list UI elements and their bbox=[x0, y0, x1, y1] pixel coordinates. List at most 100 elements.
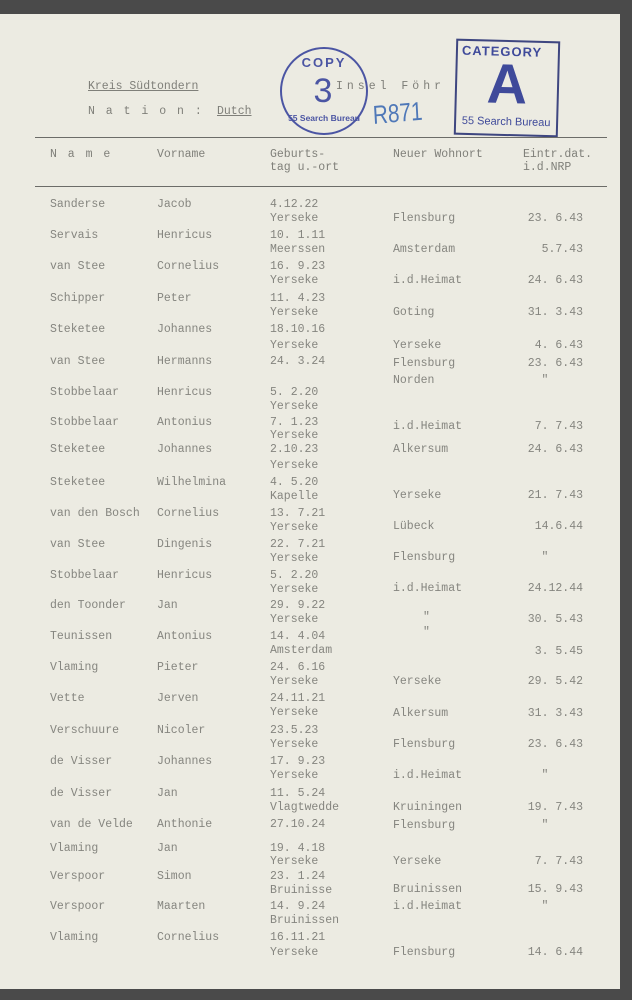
row-birth-place: Yerseke bbox=[270, 339, 319, 352]
row-new-residence: Alkersum bbox=[393, 707, 449, 720]
document-page bbox=[0, 14, 620, 989]
row-birth-date: 14. 9.24 bbox=[270, 900, 326, 913]
row-name: Verspoor bbox=[50, 870, 106, 883]
row-vorname: Pieter bbox=[157, 661, 199, 674]
row-vorname: Nicoler bbox=[157, 724, 206, 737]
row-entry-date: 14. 6.44 bbox=[527, 946, 583, 959]
row-vorname: Maarten bbox=[157, 900, 206, 913]
row-new-residence: " bbox=[423, 626, 430, 639]
col-eintr-2: i.d.NRP bbox=[523, 161, 572, 174]
row-new-residence: Kruiningen bbox=[393, 801, 463, 814]
row-new-residence: Goting bbox=[393, 306, 435, 319]
row-vorname: Dingenis bbox=[157, 538, 213, 551]
row-birth-place: Yerseke bbox=[270, 400, 319, 413]
row-birth-date: 2.10.23 bbox=[270, 443, 319, 456]
category-stamp: CATEGORY A 55 Search Bureau bbox=[453, 38, 561, 138]
row-name: Vlaming bbox=[50, 931, 99, 944]
row-entry-date: " bbox=[541, 769, 549, 782]
row-name: Steketee bbox=[50, 476, 106, 489]
row-birth-place: Yerseke bbox=[270, 706, 319, 719]
row-entry-date: 30. 5.43 bbox=[527, 613, 583, 626]
row-birth-date: 5. 2.20 bbox=[270, 386, 319, 399]
row-entry-date: " bbox=[541, 900, 549, 913]
row-entry-date: 7. 7.43 bbox=[534, 420, 583, 433]
row-birth-date: 10. 1.11 bbox=[270, 229, 326, 242]
category-stamp-bottom: 55 Search Bureau bbox=[461, 114, 551, 130]
row-new-residence: Flensburg bbox=[393, 212, 456, 225]
col-geburt-2: tag u.-ort bbox=[270, 161, 340, 174]
row-entry-date: 21. 7.43 bbox=[527, 489, 583, 502]
row-birth-date: 11. 5.24 bbox=[270, 787, 326, 800]
row-name: Verschuure bbox=[50, 724, 120, 737]
row-birth-date: 29. 9.22 bbox=[270, 599, 326, 612]
row-entry-date: 24. 6.43 bbox=[527, 274, 583, 287]
row-entry-date: " bbox=[541, 551, 549, 564]
row-name: van Stee bbox=[50, 260, 106, 273]
row-new-residence: i.d.Heimat bbox=[393, 274, 463, 287]
row-entry-date: 15. 9.43 bbox=[527, 883, 583, 896]
copy-stamp: COPY 3 55 Search Bureau bbox=[280, 47, 368, 135]
nation-label: N a t i o n : bbox=[88, 105, 204, 118]
row-birth-place: Bruinisse bbox=[270, 884, 333, 897]
row-name: Stobbelaar bbox=[50, 416, 120, 429]
row-birth-date: 27.10.24 bbox=[270, 818, 326, 831]
row-name: van Stee bbox=[50, 355, 106, 368]
row-new-residence: Alkersum bbox=[393, 443, 449, 456]
row-new-residence: " bbox=[423, 611, 430, 624]
row-birth-place: Yerseke bbox=[270, 738, 319, 751]
row-birth-place: Yerseke bbox=[270, 769, 319, 782]
row-entry-date: 23. 6.43 bbox=[527, 212, 583, 225]
row-vorname: Jan bbox=[157, 787, 178, 800]
row-entry-date: 5.7.43 bbox=[541, 243, 583, 256]
row-name: de Visser bbox=[50, 755, 113, 768]
col-wohnort: Neuer Wohnort bbox=[393, 148, 483, 161]
row-name: Sanderse bbox=[50, 198, 106, 211]
col-eintr-1: Eintr.dat. bbox=[523, 148, 593, 161]
row-name: de Visser bbox=[50, 787, 113, 800]
row-vorname: Jacob bbox=[157, 198, 192, 211]
row-name: Stobbelaar bbox=[50, 569, 120, 582]
row-name: van Stee bbox=[50, 538, 106, 551]
row-vorname: Henricus bbox=[157, 386, 213, 399]
row-vorname: Wilhelmina bbox=[157, 476, 227, 489]
header-rule-bottom bbox=[35, 186, 607, 187]
nation-value: Dutch bbox=[217, 105, 252, 118]
row-birth-date: 16. 9.23 bbox=[270, 260, 326, 273]
row-entry-date: 24. 6.43 bbox=[527, 443, 583, 456]
row-new-residence: i.d.Heimat bbox=[393, 769, 463, 782]
row-vorname: Antonius bbox=[157, 630, 213, 643]
row-vorname: Cornelius bbox=[157, 260, 220, 273]
row-birth-place: Kapelle bbox=[270, 490, 319, 503]
row-entry-date: 7. 7.43 bbox=[534, 855, 583, 868]
row-birth-date: 24. 3.24 bbox=[270, 355, 326, 368]
row-name: den Toonder bbox=[50, 599, 126, 612]
row-new-residence: Bruinissen bbox=[393, 883, 463, 896]
col-name: N a m e bbox=[50, 148, 113, 161]
row-birth-date: 16.11.21 bbox=[270, 931, 326, 944]
row-vorname: Cornelius bbox=[157, 931, 220, 944]
row-new-residence: Yerseke bbox=[393, 339, 442, 352]
row-name: van de Velde bbox=[50, 818, 133, 831]
row-entry-date: 29. 5.42 bbox=[527, 675, 583, 688]
row-birth-date: 11. 4.23 bbox=[270, 292, 326, 305]
row-birth-date: 19. 4.18 bbox=[270, 842, 326, 855]
row-vorname: Johannes bbox=[157, 323, 213, 336]
row-vorname: Jan bbox=[157, 842, 178, 855]
row-vorname: Johannes bbox=[157, 443, 213, 456]
row-vorname: Cornelius bbox=[157, 507, 220, 520]
row-name: Steketee bbox=[50, 323, 106, 336]
row-new-residence: i.d.Heimat bbox=[393, 420, 463, 433]
category-stamp-letter: A bbox=[486, 51, 529, 116]
copy-stamp-bottom: 55 Search Bureau bbox=[288, 113, 360, 123]
row-entry-date: " bbox=[541, 374, 549, 387]
row-name: Vette bbox=[50, 692, 85, 705]
row-new-residence: i.d.Heimat bbox=[393, 582, 463, 595]
row-birth-date: 23.5.23 bbox=[270, 724, 319, 737]
row-birth-place: Yerseke bbox=[270, 306, 319, 319]
row-new-residence: Lübeck bbox=[393, 520, 435, 533]
row-entry-date: " bbox=[541, 819, 549, 832]
copy-stamp-top: COPY bbox=[301, 55, 347, 70]
col-geburt-1: Geburts- bbox=[270, 148, 326, 161]
row-birth-date: 18.10.16 bbox=[270, 323, 326, 336]
row-name: Steketee bbox=[50, 443, 106, 456]
